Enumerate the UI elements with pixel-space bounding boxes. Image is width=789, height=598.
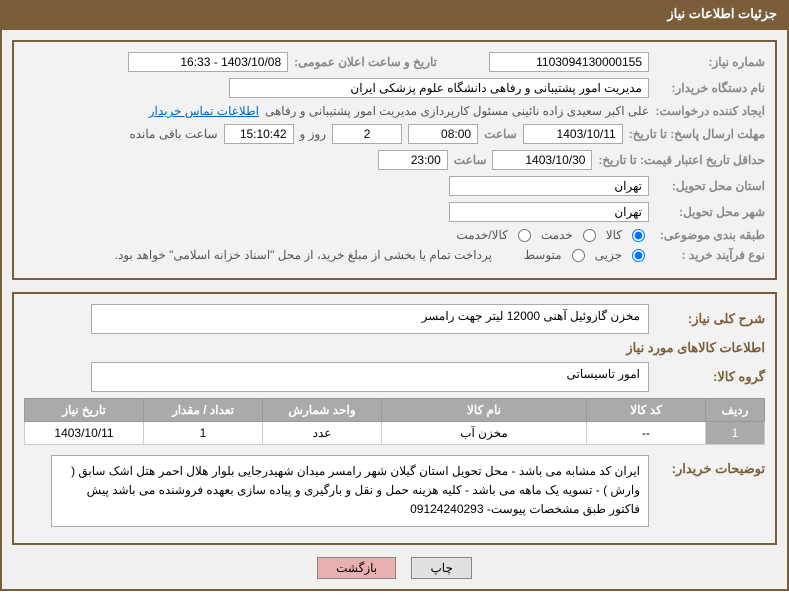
need-number-label: شماره نیاز: xyxy=(655,55,765,69)
requester-label: ایجاد کننده درخواست: xyxy=(655,104,765,118)
time-remain-label: ساعت باقی مانده xyxy=(129,127,217,141)
cat-both-label: کالا/خدمت xyxy=(456,228,507,242)
table-header-row: ردیف کد کالا نام کالا واحد شمارش تعداد /… xyxy=(25,399,765,422)
table-row: 1 -- مخزن آب عدد 1 1403/10/11 xyxy=(25,422,765,445)
td-num: 1 xyxy=(706,422,765,445)
proc-partial-label: جزیی xyxy=(595,248,622,262)
city-label: شهر محل تحویل: xyxy=(655,205,765,219)
summary-label: شرح کلی نیاز: xyxy=(655,311,765,327)
validity-date-field: 1403/10/30 xyxy=(492,150,592,170)
validity-hour-field: 23:00 xyxy=(378,150,448,170)
need-number-field: 1103094130000155 xyxy=(489,52,649,72)
province-label: استان محل تحویل: xyxy=(655,179,765,193)
hour-label-2: ساعت xyxy=(454,153,487,167)
radio-both[interactable] xyxy=(518,229,531,242)
td-code: -- xyxy=(587,422,706,445)
days-remain-label: روز و xyxy=(300,127,327,141)
radio-partial[interactable] xyxy=(632,249,645,262)
back-button[interactable]: بازگشت xyxy=(317,557,396,579)
td-unit: عدد xyxy=(263,422,382,445)
th-row: ردیف xyxy=(706,399,765,422)
radio-medium[interactable] xyxy=(572,249,585,262)
page-title: جزئیات اطلاعات نیاز xyxy=(667,6,777,21)
cat-goods-label: کالا xyxy=(606,228,622,242)
th-date: تاریخ نیاز xyxy=(25,399,144,422)
main-frame: شماره نیاز: 1103094130000155 تاریخ و ساع… xyxy=(0,28,789,591)
th-unit: واحد شمارش xyxy=(263,399,382,422)
goods-table: ردیف کد کالا نام کالا واحد شمارش تعداد /… xyxy=(24,398,765,445)
validity-label: حداقل تاریخ اعتبار قیمت: تا تاریخ: xyxy=(598,153,765,167)
buyer-notes-label: توضیحات خریدار: xyxy=(655,461,765,477)
button-row: چاپ بازگشت xyxy=(12,557,777,579)
details-box: شماره نیاز: 1103094130000155 تاریخ و ساع… xyxy=(12,40,777,280)
buyer-org-field: مدیریت امور پشتیبانی و رفاهی دانشگاه علو… xyxy=(229,78,649,98)
proc-medium-label: متوسط xyxy=(524,248,562,262)
process-label: نوع فرآیند خرید : xyxy=(655,248,765,262)
deadline-hour-field: 08:00 xyxy=(408,124,478,144)
goods-box: شرح کلی نیاز: مخزن گازوئیل آهنی 12000 لی… xyxy=(12,292,777,545)
process-note: پرداخت تمام یا بخشی از مبلغ خرید، از محل… xyxy=(115,248,492,262)
announce-field: 1403/10/08 - 16:33 xyxy=(128,52,288,72)
contact-link[interactable]: اطلاعات تماس خریدار xyxy=(149,104,259,118)
th-code: کد کالا xyxy=(587,399,706,422)
radio-goods[interactable] xyxy=(632,229,645,242)
deadline-date-field: 1403/10/11 xyxy=(523,124,623,144)
city-field: تهران xyxy=(449,202,649,222)
buyer-org-label: نام دستگاه خریدار: xyxy=(655,81,765,95)
deadline-label: مهلت ارسال پاسخ: تا تاریخ: xyxy=(629,127,765,141)
td-date: 1403/10/11 xyxy=(25,422,144,445)
time-remain-field: 15:10:42 xyxy=(224,124,294,144)
days-remain-field: 2 xyxy=(332,124,402,144)
goods-info-title: اطلاعات کالاهای مورد نیاز xyxy=(24,340,765,356)
summary-field: مخزن گازوئیل آهنی 12000 لیتر جهت رامسر xyxy=(91,304,649,334)
th-qty: تعداد / مقدار xyxy=(144,399,263,422)
print-button[interactable]: چاپ xyxy=(411,557,471,579)
group-label: گروه کالا: xyxy=(655,369,765,385)
announce-label: تاریخ و ساعت اعلان عمومی: xyxy=(294,55,437,69)
radio-service[interactable] xyxy=(583,229,596,242)
category-label: طبقه بندی موضوعی: xyxy=(655,228,765,242)
td-name: مخزن آب xyxy=(382,422,587,445)
page-header: جزئیات اطلاعات نیاز xyxy=(0,0,789,28)
cat-service-label: خدمت xyxy=(541,228,573,242)
hour-label-1: ساعت xyxy=(484,127,517,141)
province-field: تهران xyxy=(449,176,649,196)
th-name: نام کالا xyxy=(382,399,587,422)
group-field: امور تاسیساتی xyxy=(91,362,649,392)
requester-text: علی اکبر سعیدی زاده نائینی مسئول کارپردا… xyxy=(265,104,649,118)
buyer-notes-field: ایران کد مشابه می باشد - محل تحویل استان… xyxy=(51,455,649,527)
td-qty: 1 xyxy=(144,422,263,445)
